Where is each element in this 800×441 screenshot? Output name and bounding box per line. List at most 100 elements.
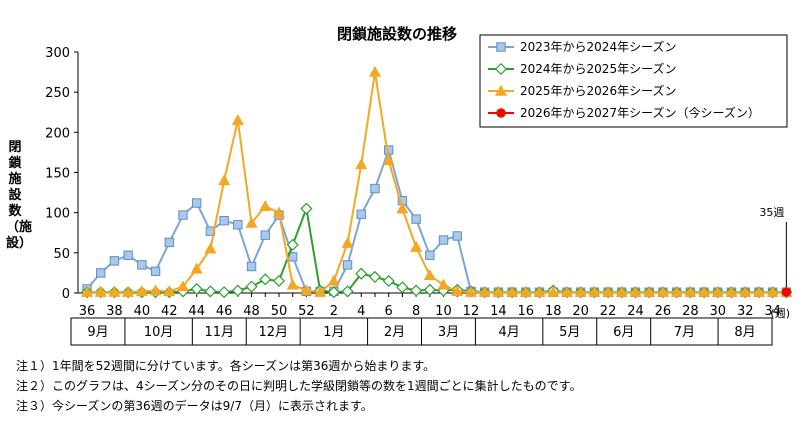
x-tick-label: 18 [545, 304, 562, 319]
data-point [423, 283, 436, 296]
x-axis-unit: (週) [770, 307, 790, 320]
note-1: 注１）1年間を52週間に分けています。各シーズンは第36週から始まります。 [16, 359, 436, 373]
data-point [218, 174, 231, 186]
legend-marker [494, 62, 508, 76]
data-point [711, 285, 724, 297]
data-point [574, 285, 587, 297]
x-tick-label: 12 [463, 304, 480, 319]
series-group [80, 65, 793, 299]
month-label: 11月 [205, 325, 235, 340]
data-point [492, 285, 505, 297]
series-3 [80, 65, 793, 297]
x-tick-label: 48 [243, 304, 260, 319]
data-point [533, 285, 546, 297]
y-axis-label: 閉鎖施設数（施設） [6, 140, 33, 251]
chart-title: 閉鎖施設数の推移 [337, 25, 457, 43]
month-axis: 9月 10月 11月 12月 1月 2月 3月 4月 5月 6月 7月 8月 [70, 317, 773, 346]
data-point [192, 198, 202, 208]
data-point [272, 274, 286, 287]
series-1 [82, 145, 792, 297]
data-point [314, 285, 327, 297]
data-point [259, 273, 272, 286]
series-line-1 [86, 146, 787, 294]
data-point [781, 287, 792, 297]
series-2 [80, 202, 793, 299]
x-tick-label: 16 [518, 304, 535, 319]
data-point [342, 260, 353, 270]
data-point [300, 202, 313, 215]
data-point [204, 242, 217, 254]
legend-marker [496, 108, 506, 118]
x-tick-label: 10 [435, 304, 452, 319]
data-point [245, 216, 258, 228]
data-point [355, 267, 368, 280]
data-point [437, 278, 450, 290]
data-point [438, 235, 449, 245]
week-35-annotation: 35週 [759, 206, 784, 219]
data-point [396, 202, 409, 214]
data-point [231, 284, 244, 297]
data-point [464, 285, 478, 297]
data-point [355, 158, 368, 170]
data-point [190, 282, 203, 296]
data-point [164, 237, 174, 248]
data-point [80, 285, 94, 297]
x-tick-label: 2 [330, 304, 338, 319]
month-label: 12月 [258, 325, 288, 340]
x-tick-label: 34 [764, 304, 781, 319]
data-point [519, 285, 532, 297]
legend-marker [496, 42, 506, 52]
data-point [109, 256, 120, 266]
data-point [643, 285, 656, 297]
data-point [452, 231, 462, 241]
data-point [245, 280, 258, 293]
data-point [656, 285, 669, 297]
data-point [396, 281, 409, 294]
legend-marker [494, 84, 508, 96]
x-tick-label: 46 [216, 304, 233, 319]
month-label: 9月 [87, 325, 108, 340]
data-point [411, 214, 421, 224]
data-point [259, 200, 272, 211]
data-point [300, 284, 313, 296]
y-tick-label: 300 [45, 46, 70, 61]
data-point [451, 285, 464, 297]
x-tick-label: 24 [627, 304, 644, 319]
data-point [327, 274, 340, 286]
data-point [739, 285, 752, 297]
data-point [766, 285, 779, 297]
x-tick-label: 8 [412, 304, 420, 319]
data-point [368, 270, 382, 283]
data-point [698, 285, 711, 297]
data-point [135, 285, 148, 297]
series-line-3 [87, 71, 787, 294]
data-point [410, 240, 423, 252]
data-point [425, 250, 435, 260]
data-point [233, 220, 243, 230]
x-tick-label: 4 [357, 304, 365, 319]
data-point [219, 216, 229, 226]
data-point [178, 210, 188, 220]
x-tick-label: 52 [298, 304, 315, 319]
legend-box [479, 34, 788, 128]
x-tick-label: 14 [490, 304, 507, 319]
data-point [370, 183, 380, 194]
data-point [176, 280, 190, 292]
x-tick-label: 26 [655, 304, 672, 319]
data-point [602, 285, 615, 297]
x-axis: 36 38 40 42 44 46 48 50 52 2 4 6 8 10 12 14 16 18 20 22 24 26… [78, 292, 790, 320]
data-point [615, 285, 628, 297]
y-tick-label: 50 [53, 247, 70, 262]
legend-label: 2025年から2026年シーズン [520, 83, 676, 98]
month-label: 5月 [559, 325, 580, 340]
data-point [725, 285, 738, 297]
notes: 注１）1年間を52週間に分けています。各シーズンは第36週から始まります。 注２… [16, 356, 581, 416]
data-point [547, 285, 560, 297]
data-point [478, 285, 491, 297]
note-3: 注３）今シーズンの第36週のデータは9/7（月）に表示されます。 [16, 399, 373, 413]
legend-label: 2024年から2025年シーズン [520, 61, 676, 76]
x-tick-label: 30 [710, 304, 727, 319]
data-point [190, 262, 203, 274]
month-label: 3月 [438, 325, 459, 340]
